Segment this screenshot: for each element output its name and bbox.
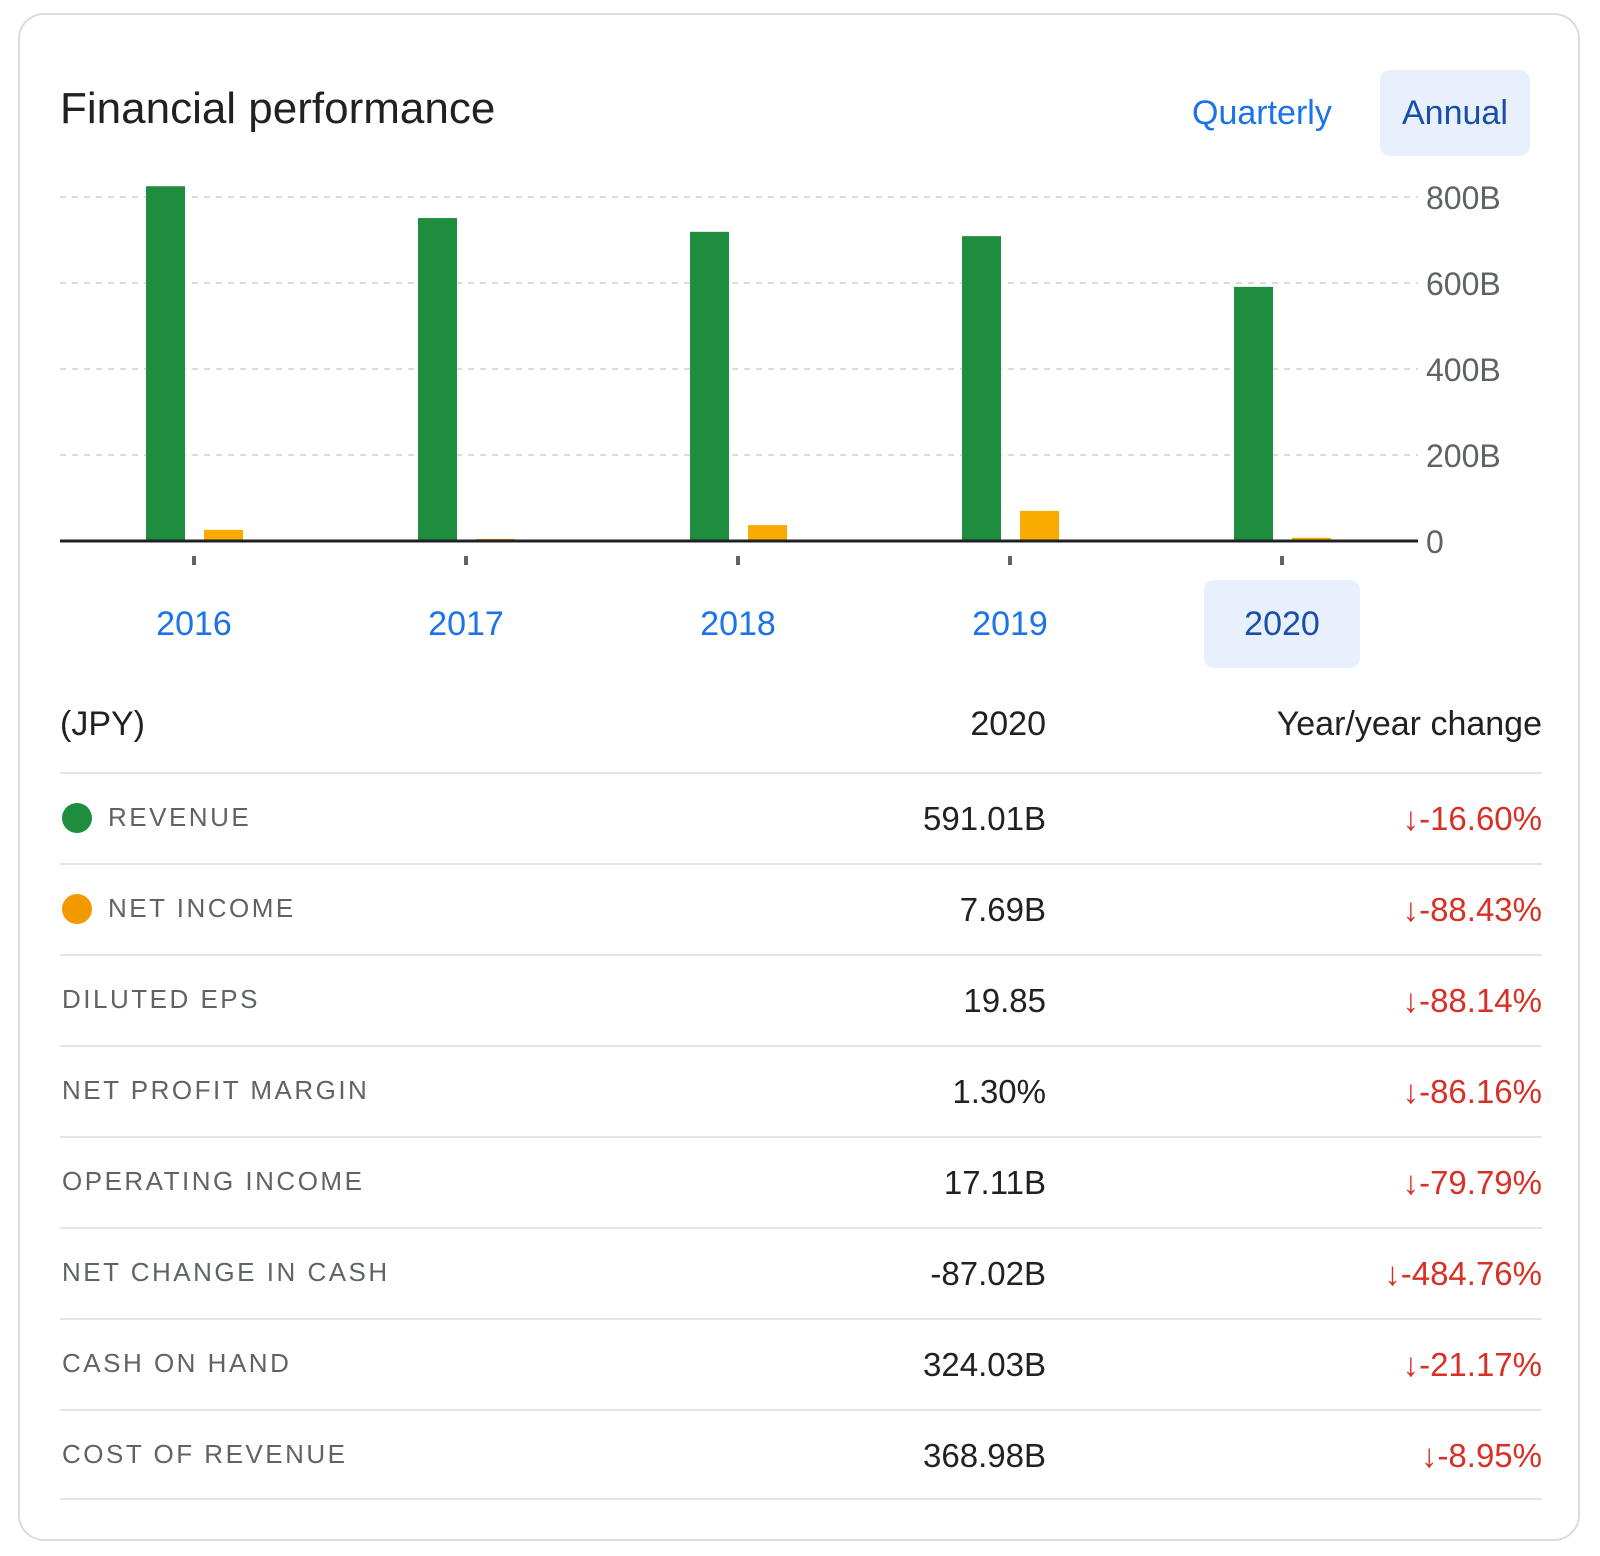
period-header: 2020 [970, 705, 1046, 743]
change-value: -16.60% [1419, 800, 1542, 837]
net-income-bar-2016 [204, 529, 243, 541]
row-label-text: NET PROFIT MARGIN [62, 1075, 370, 1105]
revenue-bar-2020 [1234, 286, 1273, 541]
change-value: -8.95% [1437, 1437, 1542, 1474]
year-button-2019[interactable]: 2019 [972, 604, 1048, 643]
row-change: ↓-16.60% [1403, 800, 1542, 838]
row-value: 324.03B [923, 1346, 1046, 1383]
row-value: 368.98B [923, 1437, 1046, 1474]
card-title: Financial performance [60, 84, 496, 133]
row-label: REVENUE [62, 802, 251, 833]
row-value: 17.11B [943, 1164, 1046, 1201]
year-button-2018[interactable]: 2018 [700, 604, 776, 643]
row-value: 19.85 [963, 982, 1046, 1019]
row-label: OPERATING INCOME [62, 1166, 364, 1197]
year-button-2020[interactable]: 2020 [1204, 580, 1360, 668]
net-income-bar-2020 [1292, 537, 1331, 541]
table-row: COST OF REVENUE 368.98B ↓-8.95% [60, 1409, 1542, 1500]
row-value: -87.02B [930, 1255, 1046, 1292]
year-button-2017[interactable]: 2017 [428, 604, 504, 643]
year-button-2016[interactable]: 2016 [156, 604, 232, 643]
revenue-bar-2017 [418, 218, 457, 541]
legend-dot-icon [62, 893, 92, 924]
row-change: ↓-88.43% [1403, 891, 1542, 929]
bar-chart: 800B 600B 400B 200B 0 [60, 180, 1501, 565]
legend-dot-icon [62, 802, 92, 833]
row-label: COST OF REVENUE [62, 1439, 348, 1470]
row-label-text: COST OF REVENUE [62, 1439, 348, 1469]
table-row: CASH ON HAND 324.03B ↓-21.17% [60, 1318, 1542, 1409]
arrow-down-icon: ↓ [1402, 982, 1420, 1019]
y-tick-label: 600B [1426, 266, 1501, 302]
change-header: Year/year change [1276, 705, 1542, 743]
change-value: -88.14% [1419, 982, 1542, 1019]
arrow-down-icon: ↓ [1402, 1164, 1420, 1201]
annual-tab[interactable]: Annual [1380, 70, 1530, 156]
row-label-text: CASH ON HAND [62, 1348, 292, 1378]
arrow-down-icon: ↓ [1384, 1255, 1401, 1292]
row-label-text: REVENUE [108, 802, 252, 832]
row-value: 591.01B [923, 800, 1046, 837]
financial-performance-card [18, 13, 1580, 1541]
row-value: 1.30% [952, 1073, 1046, 1110]
row-change: ↓-484.76% [1384, 1255, 1542, 1293]
change-value: -484.76% [1400, 1255, 1542, 1292]
revenue-bar-2019 [962, 236, 1001, 541]
row-label-text: NET INCOME [108, 893, 296, 923]
row-label: CASH ON HAND [62, 1348, 291, 1379]
net-income-bar-2019 [1020, 510, 1059, 541]
table-row: NET INCOME 7.69B ↓-88.43% [60, 863, 1542, 954]
row-change: ↓-21.17% [1403, 1346, 1542, 1384]
row-label: DILUTED EPS [62, 984, 260, 1015]
row-label-text: DILUTED EPS [62, 984, 260, 1014]
arrow-down-icon: ↓ [1402, 891, 1420, 928]
revenue-bar-2016 [146, 186, 185, 541]
table-row: NET CHANGE IN CASH -87.02B ↓-484.76% [60, 1227, 1542, 1318]
change-value: -79.79% [1419, 1164, 1542, 1201]
row-label: NET CHANGE IN CASH [62, 1257, 390, 1288]
y-tick-label: 400B [1426, 352, 1501, 388]
table-row: REVENUE 591.01B ↓-16.60% [60, 772, 1542, 863]
y-tick-label: 0 [1426, 524, 1444, 560]
currency-label: (JPY) [60, 705, 145, 743]
row-label: NET PROFIT MARGIN [62, 1075, 369, 1106]
y-tick-label: 800B [1426, 180, 1501, 216]
change-value: -86.16% [1419, 1073, 1542, 1110]
row-change: ↓-8.95% [1421, 1437, 1542, 1475]
arrow-down-icon: ↓ [1420, 1437, 1438, 1474]
row-change: ↓-86.16% [1403, 1073, 1542, 1111]
table-row: NET PROFIT MARGIN 1.30% ↓-86.16% [60, 1045, 1542, 1136]
arrow-down-icon: ↓ [1402, 1346, 1420, 1383]
net-income-bar-2018 [748, 525, 787, 541]
row-label-text: NET CHANGE IN CASH [62, 1257, 390, 1287]
change-value: -21.17% [1419, 1346, 1542, 1383]
table-row: OPERATING INCOME 17.11B ↓-79.79% [60, 1136, 1542, 1227]
row-value: 7.69B [959, 891, 1046, 928]
row-label-text: OPERATING INCOME [62, 1166, 365, 1196]
y-tick-label: 200B [1426, 438, 1501, 474]
row-change: ↓-79.79% [1403, 1164, 1542, 1202]
revenue-bar-2018 [690, 231, 729, 541]
quarterly-tab[interactable]: Quarterly [1192, 93, 1332, 132]
row-label: NET INCOME [62, 893, 296, 924]
arrow-down-icon: ↓ [1402, 800, 1420, 837]
table-row: DILUTED EPS 19.85 ↓-88.14% [60, 954, 1542, 1045]
row-change: ↓-88.14% [1403, 982, 1542, 1020]
change-value: -88.43% [1419, 891, 1542, 928]
arrow-down-icon: ↓ [1402, 1073, 1420, 1110]
